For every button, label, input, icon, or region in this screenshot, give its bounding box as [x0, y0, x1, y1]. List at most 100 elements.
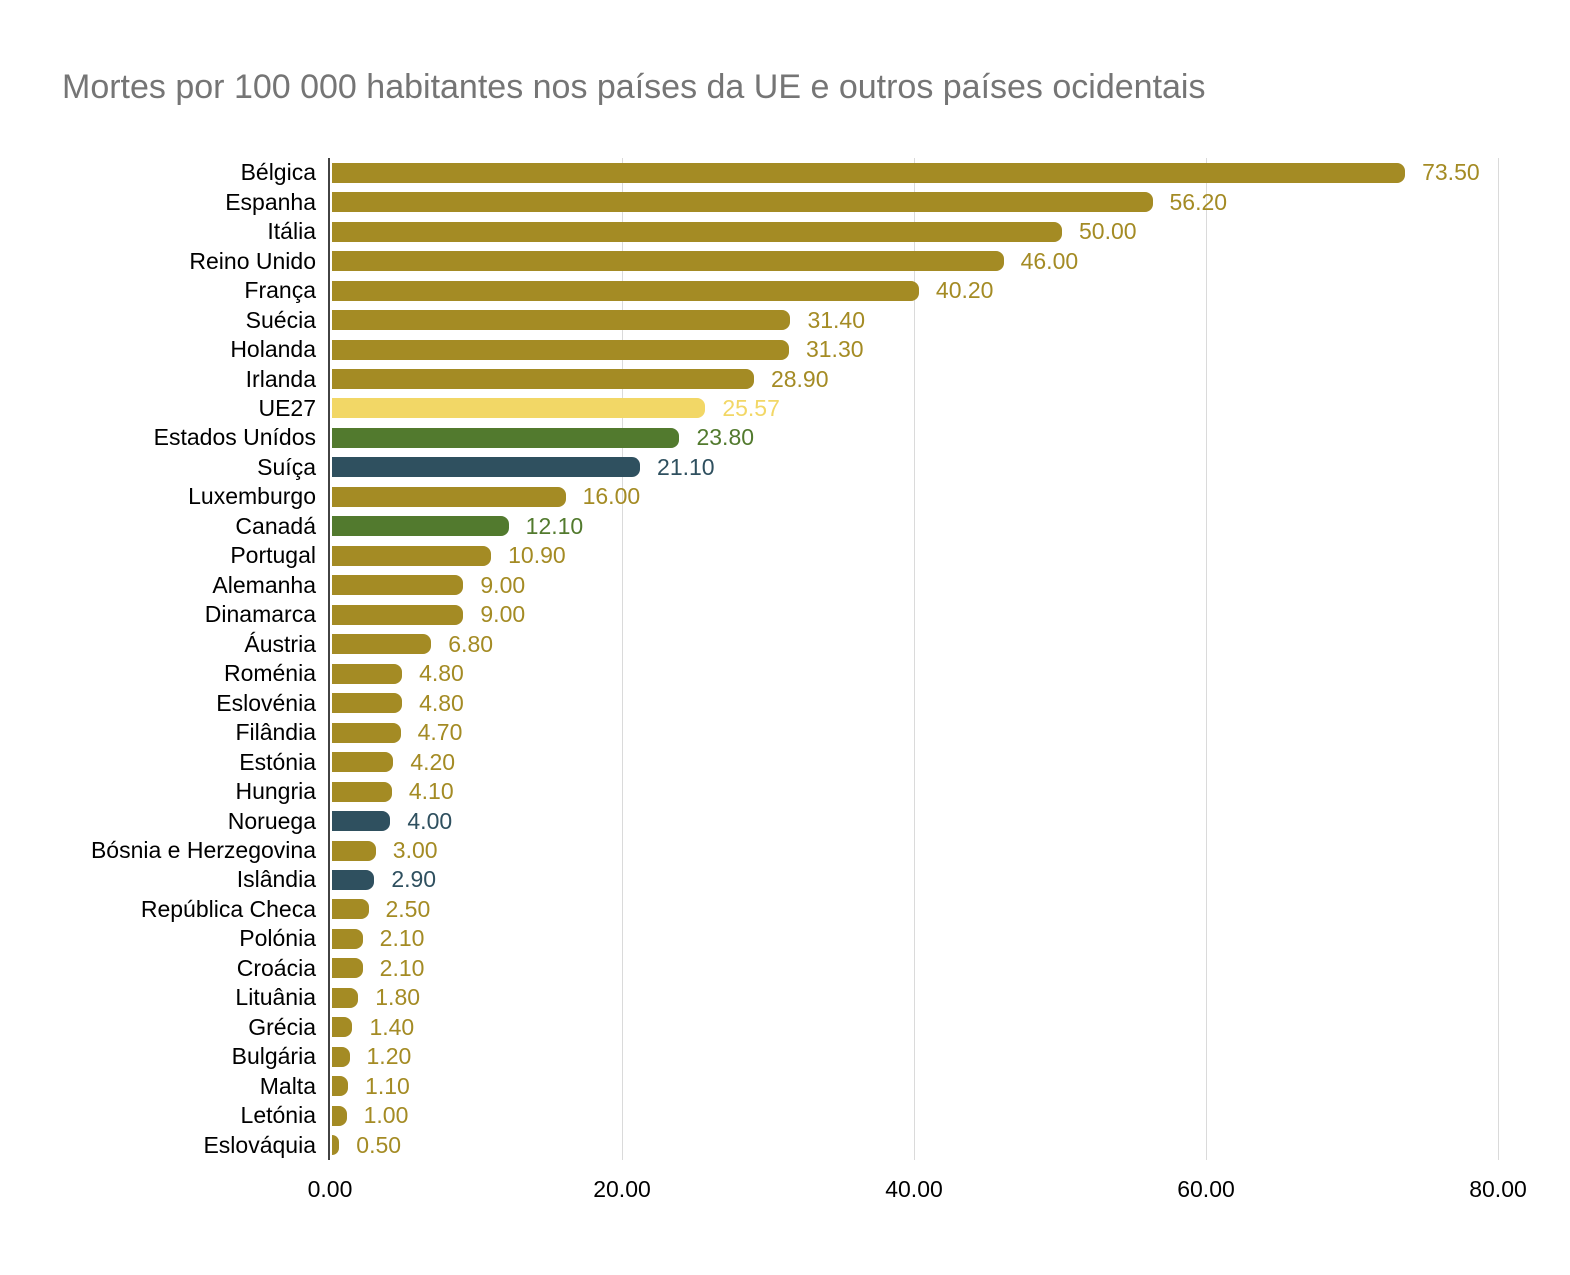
bar[interactable]: [332, 369, 754, 390]
category-label: Eslováquia: [203, 1131, 316, 1158]
value-label: 6.80: [448, 630, 494, 657]
bar-track: 2.50: [332, 895, 1500, 924]
bar-row: Roménia 4.80: [0, 659, 1570, 688]
bar[interactable]: [332, 1046, 350, 1067]
bar-track: 9.00: [332, 600, 1500, 629]
value-label: 25.57: [722, 394, 780, 421]
category-label: Bósnia e Herzegovina: [90, 837, 316, 864]
value-label: 1.80: [375, 984, 421, 1011]
category-label: Malta: [259, 1072, 316, 1099]
bar[interactable]: [332, 1135, 340, 1156]
bar[interactable]: [332, 575, 464, 596]
x-axis: 0.00 20.00 40.00 60.00 80.00: [308, 1176, 1527, 1206]
value-label: 46.00: [1020, 247, 1079, 274]
bar[interactable]: [332, 486, 566, 507]
bar[interactable]: [332, 811, 391, 832]
category-label: Canadá: [235, 512, 316, 539]
category-label: Roménia: [223, 660, 316, 687]
category-label: UE27: [258, 394, 316, 421]
bar[interactable]: [332, 221, 1062, 242]
bar[interactable]: [332, 722, 401, 743]
value-label: 10.90: [508, 542, 566, 569]
bar[interactable]: [332, 693, 403, 714]
bar-row: Reino Unido 46.00: [0, 246, 1570, 275]
value-label: 31.30: [805, 336, 864, 363]
bar[interactable]: [332, 545, 492, 566]
value-label: 21.10: [657, 453, 715, 480]
bar[interactable]: [332, 457, 641, 478]
bar[interactable]: [332, 752, 394, 773]
bar[interactable]: [332, 869, 375, 890]
category-label: Islândia: [236, 866, 316, 893]
x-axis-tick-label: 40.00: [885, 1176, 943, 1202]
bar-track: 56.20: [332, 187, 1500, 216]
bar-row: Holanda 31.30: [0, 335, 1570, 364]
gridline: [1206, 158, 1207, 1160]
bar[interactable]: [332, 251, 1004, 272]
bar-row: França 40.20: [0, 276, 1570, 305]
bar[interactable]: [332, 1017, 353, 1038]
category-label: Bulgária: [231, 1043, 316, 1070]
bar[interactable]: [332, 516, 509, 537]
bar-row: Áustria 6.80: [0, 630, 1570, 659]
category-label: Estados Unídos: [153, 424, 316, 451]
bar-row: Polónia 2.10: [0, 924, 1570, 953]
bar-track: 0.50: [332, 1130, 1500, 1159]
bar-row: Luxemburgo 16.00: [0, 482, 1570, 511]
category-label: Suíça: [257, 453, 316, 480]
value-label: 28.90: [770, 365, 829, 392]
bar[interactable]: [332, 1105, 347, 1126]
category-label: Portugal: [230, 542, 316, 569]
category-label: Irlanda: [245, 365, 316, 392]
bar-track: 50.00: [332, 217, 1500, 246]
bar-track: 21.10: [332, 453, 1500, 482]
value-label: 4.80: [419, 660, 464, 687]
category-label: Filândia: [235, 719, 316, 746]
bar-row: Noruega 4.00: [0, 806, 1570, 835]
bar[interactable]: [332, 928, 363, 949]
bar-track: 25.57: [332, 394, 1500, 423]
bar-row: Itália 50.00: [0, 217, 1570, 246]
category-label: Polónia: [239, 925, 316, 952]
bar[interactable]: [332, 840, 376, 861]
bar[interactable]: [332, 987, 359, 1008]
value-label: 1.40: [369, 1013, 415, 1040]
category-label: Croácia: [236, 954, 316, 981]
value-label: 1.20: [366, 1043, 412, 1070]
bar-row: Malta 1.10: [0, 1072, 1570, 1101]
bar-track: 31.30: [332, 335, 1500, 364]
bar[interactable]: [332, 398, 706, 419]
bar[interactable]: [332, 280, 919, 301]
bar[interactable]: [332, 310, 791, 331]
bar[interactable]: [332, 634, 432, 655]
category-label: Lituânia: [235, 984, 316, 1011]
category-label: Grécia: [248, 1013, 316, 1040]
bar[interactable]: [332, 781, 392, 802]
bar[interactable]: [332, 162, 1406, 183]
bar[interactable]: [332, 604, 464, 625]
value-label: 4.20: [410, 748, 456, 775]
gridline: [622, 158, 623, 1160]
bar[interactable]: [332, 427, 680, 448]
bar-row: Estónia 4.20: [0, 747, 1570, 776]
category-label: Espanha: [225, 188, 316, 215]
bar[interactable]: [332, 192, 1153, 213]
bar-track: 3.00: [332, 836, 1500, 865]
bar[interactable]: [332, 958, 363, 979]
value-label: 2.10: [379, 954, 425, 981]
bar-track: 28.90: [332, 364, 1500, 393]
bar[interactable]: [332, 1076, 349, 1097]
category-label: Estónia: [239, 748, 316, 775]
gridline: [914, 158, 915, 1160]
bar[interactable]: [332, 899, 369, 920]
value-label: 2.10: [379, 925, 425, 952]
category-label: Dinamarca: [204, 601, 316, 628]
x-axis-tick-label: 60.00: [1177, 1176, 1235, 1202]
value-label: 2.90: [391, 866, 437, 893]
value-label: 0.50: [356, 1131, 402, 1158]
value-label: 31.40: [807, 306, 865, 333]
bar[interactable]: [332, 663, 403, 684]
bar[interactable]: [332, 339, 789, 360]
bar-rows: Bélgica 73.50 Espanha 56.20 Itália 50.00 Reino…: [0, 158, 1570, 1160]
bar-track: 12.10: [332, 512, 1500, 541]
